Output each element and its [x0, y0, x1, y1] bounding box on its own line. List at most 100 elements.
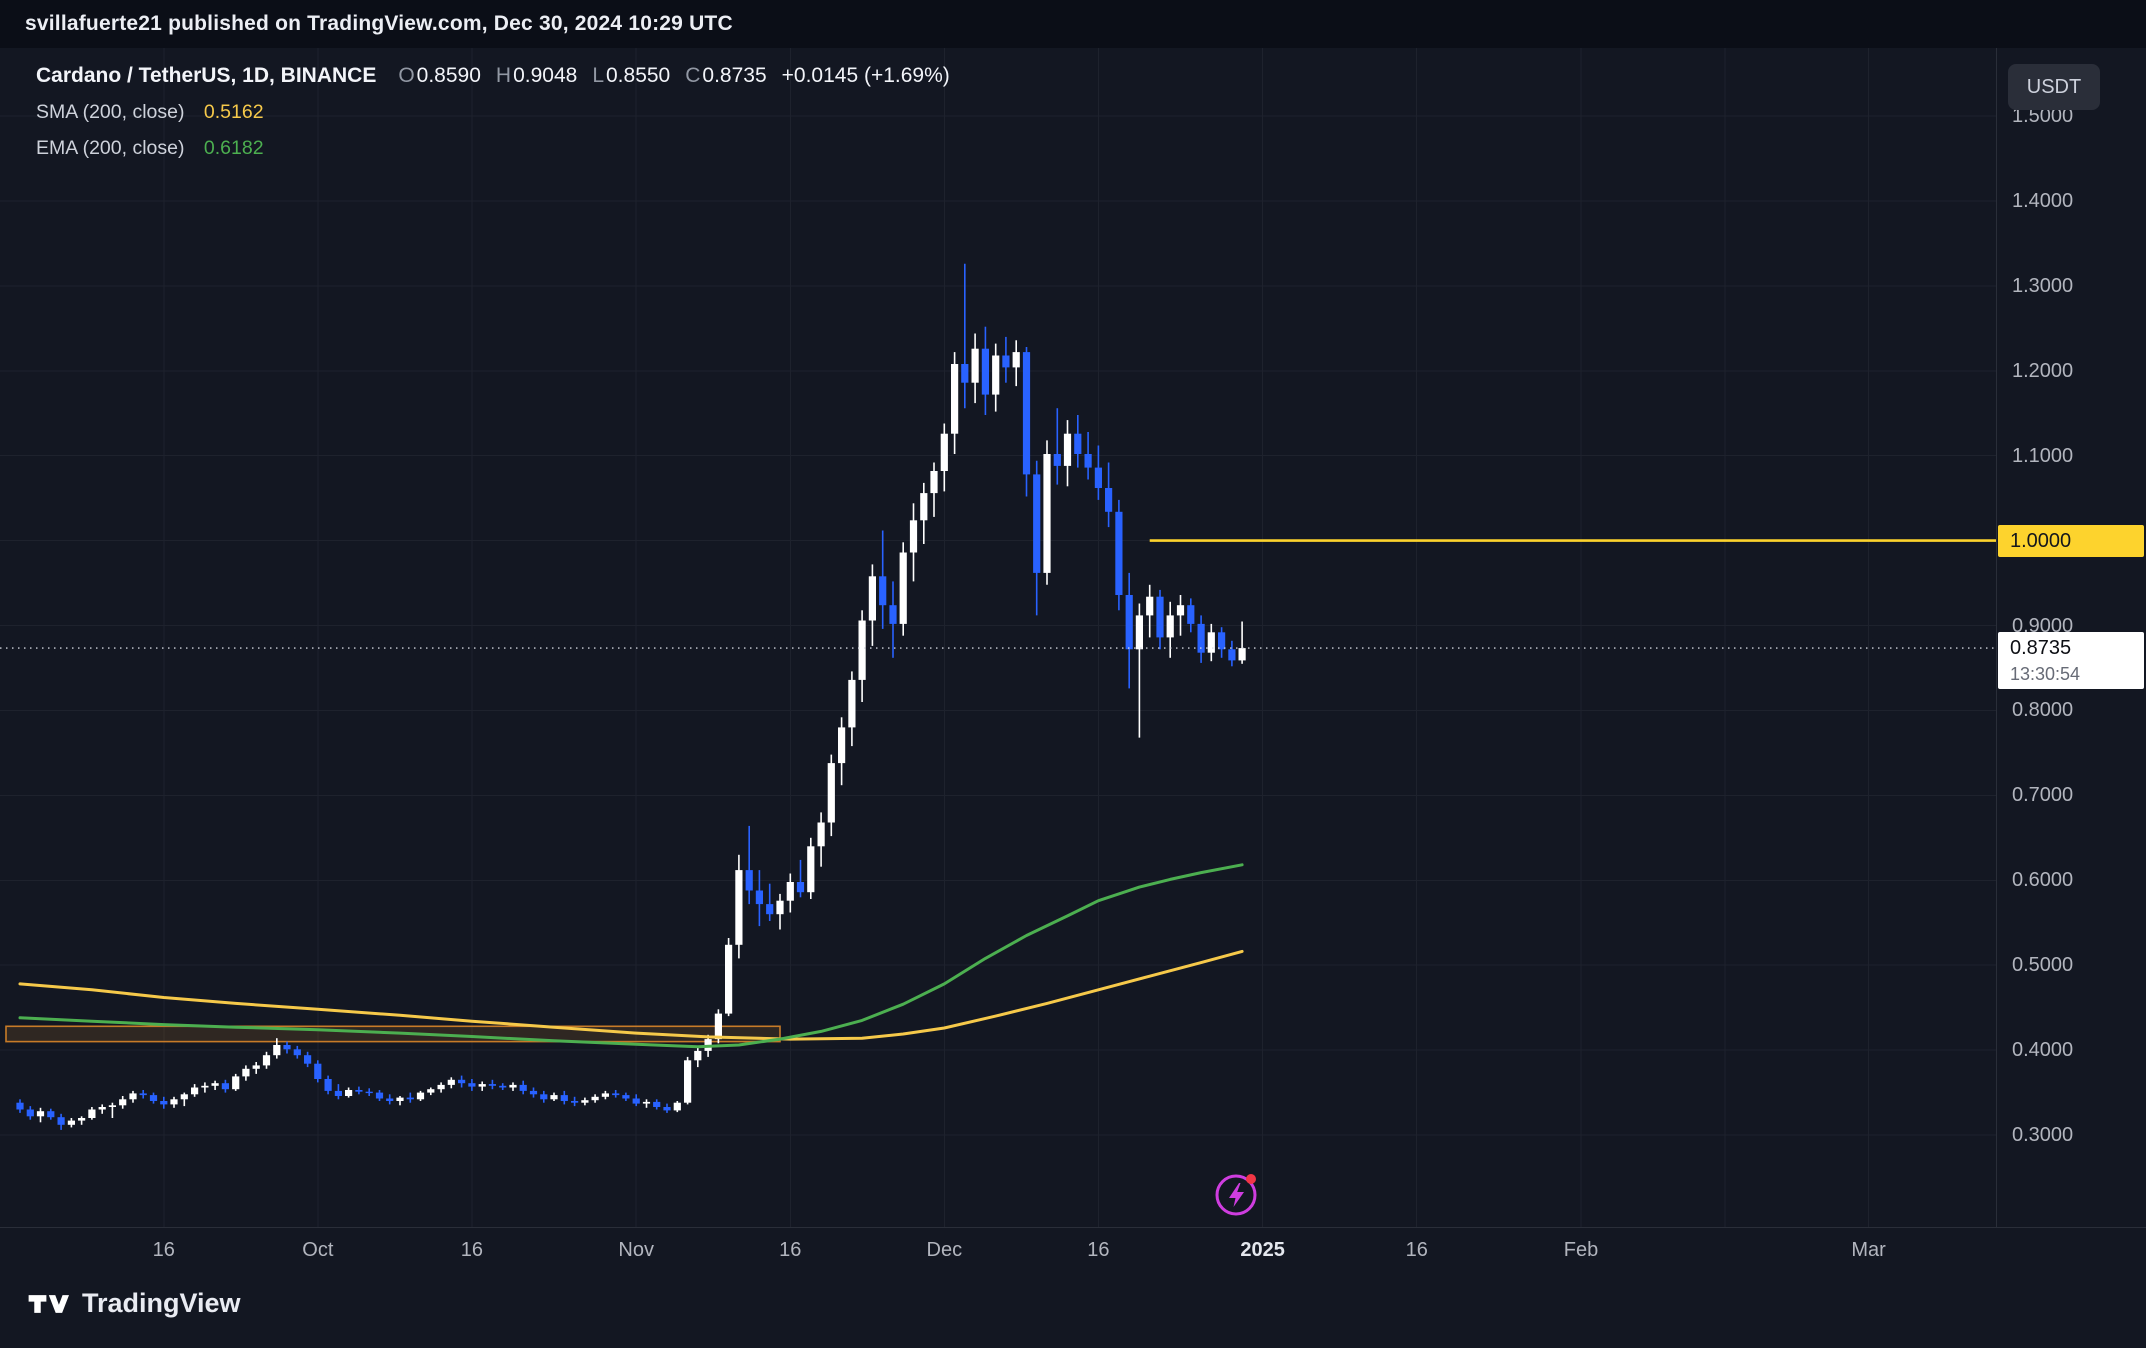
- candle: [1074, 415, 1082, 468]
- bar-countdown: 13:30:54: [2010, 664, 2081, 685]
- candle: [540, 1090, 548, 1103]
- publish-bar: svillafuerte21 published on TradingView.…: [0, 0, 2146, 48]
- candle: [1176, 595, 1185, 636]
- candle: [499, 1083, 507, 1090]
- candle: [293, 1045, 301, 1059]
- candle: [560, 1090, 568, 1105]
- time-axis-label: 16: [1087, 1239, 1110, 1261]
- time-axis-label: Oct: [302, 1239, 334, 1261]
- candle: [416, 1090, 425, 1101]
- candle: [1012, 340, 1020, 387]
- candle: [468, 1079, 476, 1091]
- candle: [519, 1080, 527, 1095]
- symbol-title[interactable]: Cardano / TetherUS, 1D, BINANCE: [36, 64, 377, 87]
- candle: [920, 482, 928, 544]
- indicator-ema-row[interactable]: EMA (200, close) 0.6182: [36, 137, 950, 160]
- candle: [478, 1081, 486, 1091]
- time-axis[interactable]: 16 Oct 16 Nov 16 Dec 16 2025 16 Feb Mar: [0, 1236, 2146, 1266]
- candle: [98, 1104, 106, 1114]
- candle: [663, 1103, 671, 1113]
- candle: [458, 1075, 466, 1088]
- time-axis-label: 16: [460, 1239, 483, 1261]
- candle: [242, 1065, 250, 1081]
- candle: [612, 1090, 620, 1098]
- candle: [1228, 640, 1236, 667]
- candle: [735, 854, 743, 959]
- candle: [427, 1087, 435, 1096]
- time-axis-label: Nov: [618, 1239, 654, 1261]
- candle: [673, 1101, 681, 1113]
- candle: [283, 1041, 291, 1054]
- candle: [1238, 621, 1246, 664]
- candle: [529, 1087, 538, 1098]
- price-axis-label: 1.3000: [2012, 274, 2074, 297]
- candle: [745, 825, 753, 905]
- ema-value: 0.6182: [203, 137, 264, 159]
- candle: [725, 938, 733, 1017]
- candle: [622, 1092, 630, 1101]
- candle: [1115, 499, 1123, 611]
- ema-label: EMA (200, close): [36, 137, 185, 159]
- candle: [488, 1079, 496, 1090]
- candle: [848, 671, 856, 747]
- candle: [1053, 408, 1061, 485]
- candle: [1063, 420, 1072, 487]
- candle: [1197, 615, 1205, 663]
- candle: [909, 503, 918, 582]
- footer: TradingView: [27, 1288, 241, 1319]
- candle: [1033, 460, 1041, 616]
- ohlc-open: O0.8590: [398, 64, 481, 87]
- candle: [899, 542, 907, 636]
- candle: [211, 1080, 219, 1090]
- candle: [191, 1084, 199, 1097]
- price-axis-label: 0.5000: [2012, 954, 2074, 977]
- candle: [591, 1094, 599, 1103]
- candlestick-series: [16, 263, 1246, 1130]
- candle: [858, 610, 866, 702]
- candle: [755, 870, 763, 927]
- candle: [262, 1051, 271, 1069]
- candle: [1084, 432, 1092, 480]
- candle: [437, 1082, 445, 1093]
- candle: [838, 717, 846, 786]
- candle: [889, 581, 897, 658]
- candle: [653, 1099, 661, 1110]
- candle: [57, 1113, 65, 1130]
- candle: [684, 1056, 692, 1105]
- indicator-sma-row[interactable]: SMA (200, close) 0.5162: [36, 101, 950, 124]
- candle: [406, 1092, 414, 1103]
- tradingview-brand-text[interactable]: TradingView: [82, 1288, 241, 1318]
- currency-usdt-button[interactable]: USDT: [2008, 64, 2100, 110]
- last-price-value: 0.8735: [2010, 637, 2072, 660]
- change-value: +0.0145 (+1.69%): [781, 64, 950, 87]
- candle: [642, 1099, 651, 1108]
- candle: [88, 1107, 96, 1120]
- candle: [581, 1097, 589, 1106]
- time-axis-label: 16: [1405, 1239, 1428, 1261]
- ema-200-line: [18, 863, 1244, 1049]
- price-axis-label: 0.7000: [2012, 784, 2074, 807]
- candle: [160, 1096, 168, 1109]
- price-axis-label: 1.5000: [2012, 105, 2074, 128]
- candle: [961, 263, 969, 409]
- candle: [981, 326, 989, 415]
- candle: [273, 1038, 281, 1059]
- lightning-reaction-icon[interactable]: [1210, 1166, 1266, 1222]
- time-axis-label: Dec: [926, 1239, 963, 1261]
- time-axis-label: Mar: [1851, 1239, 1886, 1261]
- candle: [930, 462, 938, 517]
- candle: [447, 1077, 455, 1089]
- candle: [180, 1092, 188, 1107]
- candle: [221, 1079, 229, 1093]
- price-axis-label: 0.6000: [2012, 869, 2074, 892]
- ohlc-close: C0.8735: [685, 64, 767, 87]
- candle: [386, 1094, 394, 1105]
- candle: [1094, 445, 1102, 500]
- tradingview-logo-icon[interactable]: [27, 1291, 69, 1317]
- candle: [571, 1096, 579, 1107]
- candle: [807, 837, 815, 899]
- level-1.0000-price-tag[interactable]: 1.0000: [1998, 524, 2144, 557]
- candle: [1125, 572, 1133, 689]
- candle: [396, 1096, 404, 1106]
